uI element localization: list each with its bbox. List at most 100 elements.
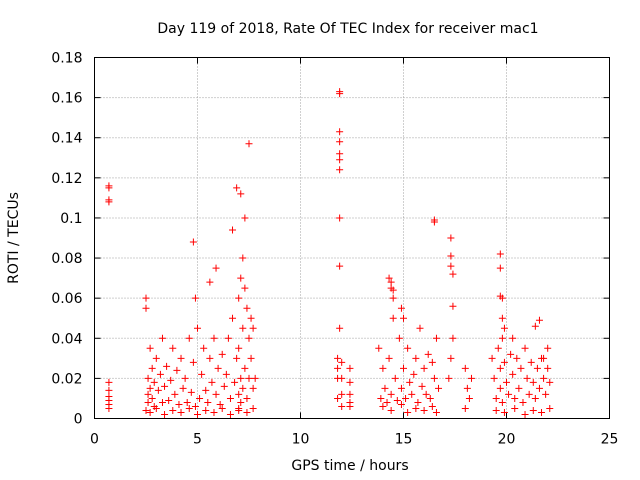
data-point	[490, 374, 498, 382]
data-point	[237, 374, 245, 382]
data-point	[391, 374, 399, 382]
data-point	[395, 334, 403, 342]
data-point	[404, 344, 412, 352]
data-point	[546, 378, 554, 386]
data-point	[379, 402, 387, 410]
data-point	[447, 252, 455, 260]
data-point	[426, 394, 434, 402]
data-point	[412, 404, 420, 412]
x-tick-label: 25	[601, 432, 619, 448]
data-point	[387, 390, 395, 398]
data-point	[546, 404, 554, 412]
data-point	[161, 410, 169, 418]
data-point	[191, 402, 199, 410]
data-point	[385, 274, 393, 282]
data-point	[389, 294, 397, 302]
data-point	[334, 394, 342, 402]
data-point	[523, 374, 531, 382]
data-point	[235, 390, 243, 398]
data-point	[336, 138, 344, 146]
data-point	[194, 324, 201, 332]
data-point	[509, 334, 517, 342]
data-point	[158, 334, 166, 342]
data-point	[239, 384, 247, 392]
data-point	[334, 354, 342, 362]
data-point	[404, 408, 412, 416]
data-point	[389, 314, 397, 322]
data-point	[377, 394, 385, 402]
x-tick-label: 10	[292, 432, 310, 448]
data-point	[161, 382, 169, 390]
data-point	[243, 394, 251, 402]
data-point	[346, 390, 354, 398]
data-point	[142, 406, 150, 414]
data-point	[210, 334, 218, 342]
data-point	[183, 398, 191, 406]
data-point	[492, 406, 500, 414]
data-point	[500, 408, 508, 416]
data-point	[208, 378, 216, 386]
data-point	[521, 344, 529, 352]
data-point	[226, 394, 234, 402]
data-point	[424, 350, 432, 358]
data-point	[249, 324, 257, 332]
data-point	[420, 406, 428, 414]
data-point	[410, 370, 418, 378]
data-point	[498, 398, 506, 406]
data-point	[237, 398, 245, 406]
data-point	[498, 294, 506, 302]
data-point	[204, 398, 212, 406]
data-point	[529, 378, 537, 386]
data-point	[531, 394, 539, 402]
data-point	[105, 196, 113, 204]
data-point	[245, 374, 253, 382]
data-point	[496, 384, 504, 392]
data-point	[533, 364, 541, 372]
data-point	[531, 322, 539, 330]
data-point	[385, 354, 393, 362]
data-point	[509, 370, 517, 378]
data-point	[336, 128, 344, 136]
data-point	[189, 358, 197, 366]
data-point	[517, 364, 525, 372]
data-point	[336, 150, 344, 158]
x-tick-label: 5	[193, 432, 202, 448]
data-point	[220, 382, 228, 390]
data-point	[544, 364, 552, 372]
data-point	[249, 404, 257, 412]
data-point	[447, 354, 455, 362]
data-point	[179, 384, 187, 392]
x-tick-label: 20	[498, 432, 516, 448]
y-axis-ticks: 0 0.02 0.04 0.06 0.08 0.1 0.12 0.14 0.16 0.18	[51, 51, 610, 428]
data-point	[496, 250, 504, 258]
data-point	[202, 406, 210, 414]
y-tick-label: 0.08	[51, 251, 82, 267]
data-point	[383, 398, 391, 406]
data-point	[488, 354, 496, 362]
data-point	[418, 382, 426, 390]
data-point	[235, 344, 243, 352]
x-tick-label: 0	[90, 432, 99, 448]
data-point	[243, 304, 251, 312]
y-tick-label: 0.02	[51, 371, 82, 387]
data-point	[527, 358, 535, 366]
data-point	[196, 394, 204, 402]
data-point	[519, 398, 527, 406]
y-tick-label: 0.18	[51, 51, 82, 67]
data-point	[449, 270, 457, 278]
x-tick-label: 15	[395, 432, 413, 448]
data-point	[169, 406, 177, 414]
data-point	[189, 238, 197, 246]
data-point	[235, 406, 243, 414]
data-point	[212, 390, 220, 398]
data-point	[142, 304, 150, 312]
data-point	[336, 90, 344, 98]
data-point	[338, 390, 346, 398]
data-point	[144, 398, 152, 406]
data-point	[397, 384, 405, 392]
data-point	[544, 344, 552, 352]
data-point	[338, 358, 346, 366]
data-point	[241, 284, 249, 292]
y-axis-label: ROTI / TECUs	[6, 192, 22, 284]
data-point	[513, 354, 521, 362]
